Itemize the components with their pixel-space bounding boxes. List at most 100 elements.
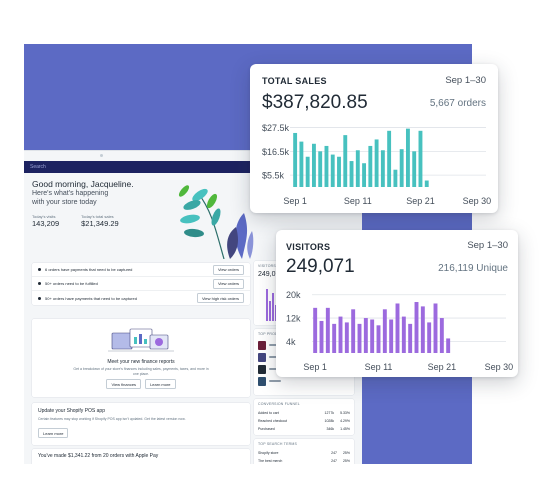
task-row: 50+ orders have payments that need to be… — [32, 291, 250, 305]
product-thumbnail — [258, 352, 266, 362]
chart-bar — [357, 323, 362, 353]
chart-bar — [344, 322, 349, 353]
funnel-rate: 5.33% — [340, 411, 350, 415]
stat-label: Today's total sales — [81, 213, 114, 219]
total-sales-chart: $27.5k $16.5k $5.5k Sep 1 Sep 11 Sep 21 Sep 30 — [262, 123, 492, 206]
top-search-terms-card: TOP SEARCH TERMS Shopify store 247 25% The… — [254, 439, 354, 464]
pos-description: Certain features may stop working if Sho… — [38, 417, 186, 421]
funnel-count: 346k — [326, 427, 335, 431]
x-tick-label: Sep 1 — [303, 362, 327, 372]
chart-bar — [414, 302, 419, 353]
chart-bar — [325, 307, 330, 353]
y-tick-label: 20k — [286, 290, 301, 300]
view-orders-button[interactable]: View orders — [212, 264, 244, 275]
chart-bar — [351, 309, 356, 353]
view-finances-button[interactable]: View finances — [106, 379, 142, 389]
chart-bar — [368, 145, 373, 187]
visitors-date-range: Sep 1–30 — [467, 240, 508, 251]
view-orders-button[interactable]: View orders — [212, 278, 244, 289]
x-tick-label: Sep 30 — [463, 196, 492, 206]
total-sales-order-count: 5,667 orders — [429, 98, 486, 109]
x-tick-label: Sep 11 — [365, 362, 393, 372]
chart-bar — [311, 143, 316, 187]
chart-bar — [374, 139, 379, 187]
top-search-terms-label: TOP SEARCH TERMS — [258, 442, 297, 446]
product-row — [254, 339, 354, 351]
search-term: The best merch — [258, 459, 283, 463]
chart-bar — [349, 161, 354, 187]
chart-bar — [408, 323, 413, 353]
visitors-mini-label: VISITORS — [258, 264, 276, 268]
visitors-label: VISITORS — [286, 242, 331, 252]
chart-bar — [318, 151, 323, 187]
search-term-row: The best merch 247 25% — [254, 457, 354, 464]
visitors-mini-value: 249,07 — [258, 271, 280, 278]
y-tick-label: $5.5k — [262, 171, 285, 181]
search-share: 25% — [342, 459, 350, 463]
funnel-count: 1277k — [324, 411, 335, 415]
plant-illustration — [178, 185, 254, 259]
learn-more-button[interactable]: Learn more — [145, 379, 176, 389]
pos-update-card: Update your Shopify POS app Certain feat… — [32, 403, 250, 445]
y-tick-label: 4k — [286, 337, 296, 347]
product-thumbnail — [258, 340, 266, 350]
chart-bar — [363, 318, 368, 353]
chart-bar — [424, 180, 429, 187]
task-text: 6 orders have payments that need to be c… — [45, 267, 133, 272]
search-term: Shopify store — [258, 451, 279, 455]
tasks-card: 6 orders have payments that need to be c… — [32, 263, 250, 305]
chart-bar — [439, 318, 444, 353]
product-row — [254, 363, 354, 375]
chart-bar — [405, 128, 410, 187]
stat-sales: Today's total sales $21,349.29 — [81, 214, 119, 228]
chart-bar — [387, 130, 392, 187]
chart-bar — [332, 323, 337, 353]
y-tick-label: 12k — [286, 314, 301, 324]
visitors-chart: 20k 12k 4k Sep 1 Sep 11 Sep 21 Sep 30 — [286, 290, 514, 372]
total-sales-card[interactable]: TOTAL SALES Sep 1–30 $387,820.85 5,667 o… — [250, 64, 498, 213]
funnel-label: Purchased — [258, 427, 275, 431]
greeting-subtitle-line1: Here's what's happening — [32, 190, 109, 198]
today-stats: Today's visits 143,209 Today's total sal… — [32, 214, 354, 228]
funnel-row: Reached checkout 1028k 4.29% — [254, 417, 354, 425]
chart-bar — [305, 156, 310, 187]
chart-bar — [412, 151, 417, 187]
search-term-row: Shopify store 247 25% — [254, 449, 354, 457]
chart-bar — [393, 169, 398, 187]
funnel-label: Reached checkout — [258, 419, 287, 423]
y-tick-label: $16.5k — [262, 147, 290, 157]
x-tick-label: Sep 21 — [428, 362, 457, 372]
chart-bar — [382, 309, 387, 353]
product-row — [254, 375, 354, 387]
search-count: 247 — [331, 459, 337, 463]
task-row: 6 orders have payments that need to be c… — [32, 263, 250, 277]
pos-learn-more-button[interactable]: Learn more — [38, 428, 69, 439]
dashboard-main: Good morning, Jacqueline. Here's what's … — [24, 173, 362, 234]
camera-dot-icon — [100, 154, 103, 157]
window-topbar — [24, 151, 362, 161]
search-input[interactable]: Search — [30, 164, 46, 170]
x-tick-label: Sep 21 — [406, 196, 435, 206]
task-row: 50+ orders need to be fulfilled View ord… — [32, 277, 250, 291]
visitors-card[interactable]: VISITORS Sep 1–30 249,071 216,119 Unique… — [276, 230, 518, 377]
search-share: 25% — [342, 451, 350, 455]
bullet-icon — [38, 268, 41, 271]
chart-bar — [324, 145, 329, 187]
product-row — [254, 351, 354, 363]
x-tick-label: Sep 30 — [485, 362, 514, 372]
chart-bar — [362, 163, 367, 187]
view-high-risk-orders-button[interactable]: View high risk orders — [196, 293, 244, 303]
x-tick-label: Sep 1 — [283, 196, 307, 206]
greeting-subtitle-line2: with your store today — [32, 198, 97, 206]
funnel-row: Added to cart 1277k 5.33% — [254, 409, 354, 417]
chart-bar — [427, 322, 432, 353]
funnel-rate: 4.29% — [340, 419, 350, 423]
chart-bar — [337, 156, 341, 187]
total-sales-label: TOTAL SALES — [262, 76, 327, 86]
chart-bar — [376, 325, 381, 353]
chart-bar — [395, 303, 400, 353]
chart-bar — [418, 130, 423, 187]
funnel-label: Added to cart — [258, 411, 279, 415]
chart-bar — [293, 132, 298, 187]
chart-bar — [380, 150, 385, 187]
